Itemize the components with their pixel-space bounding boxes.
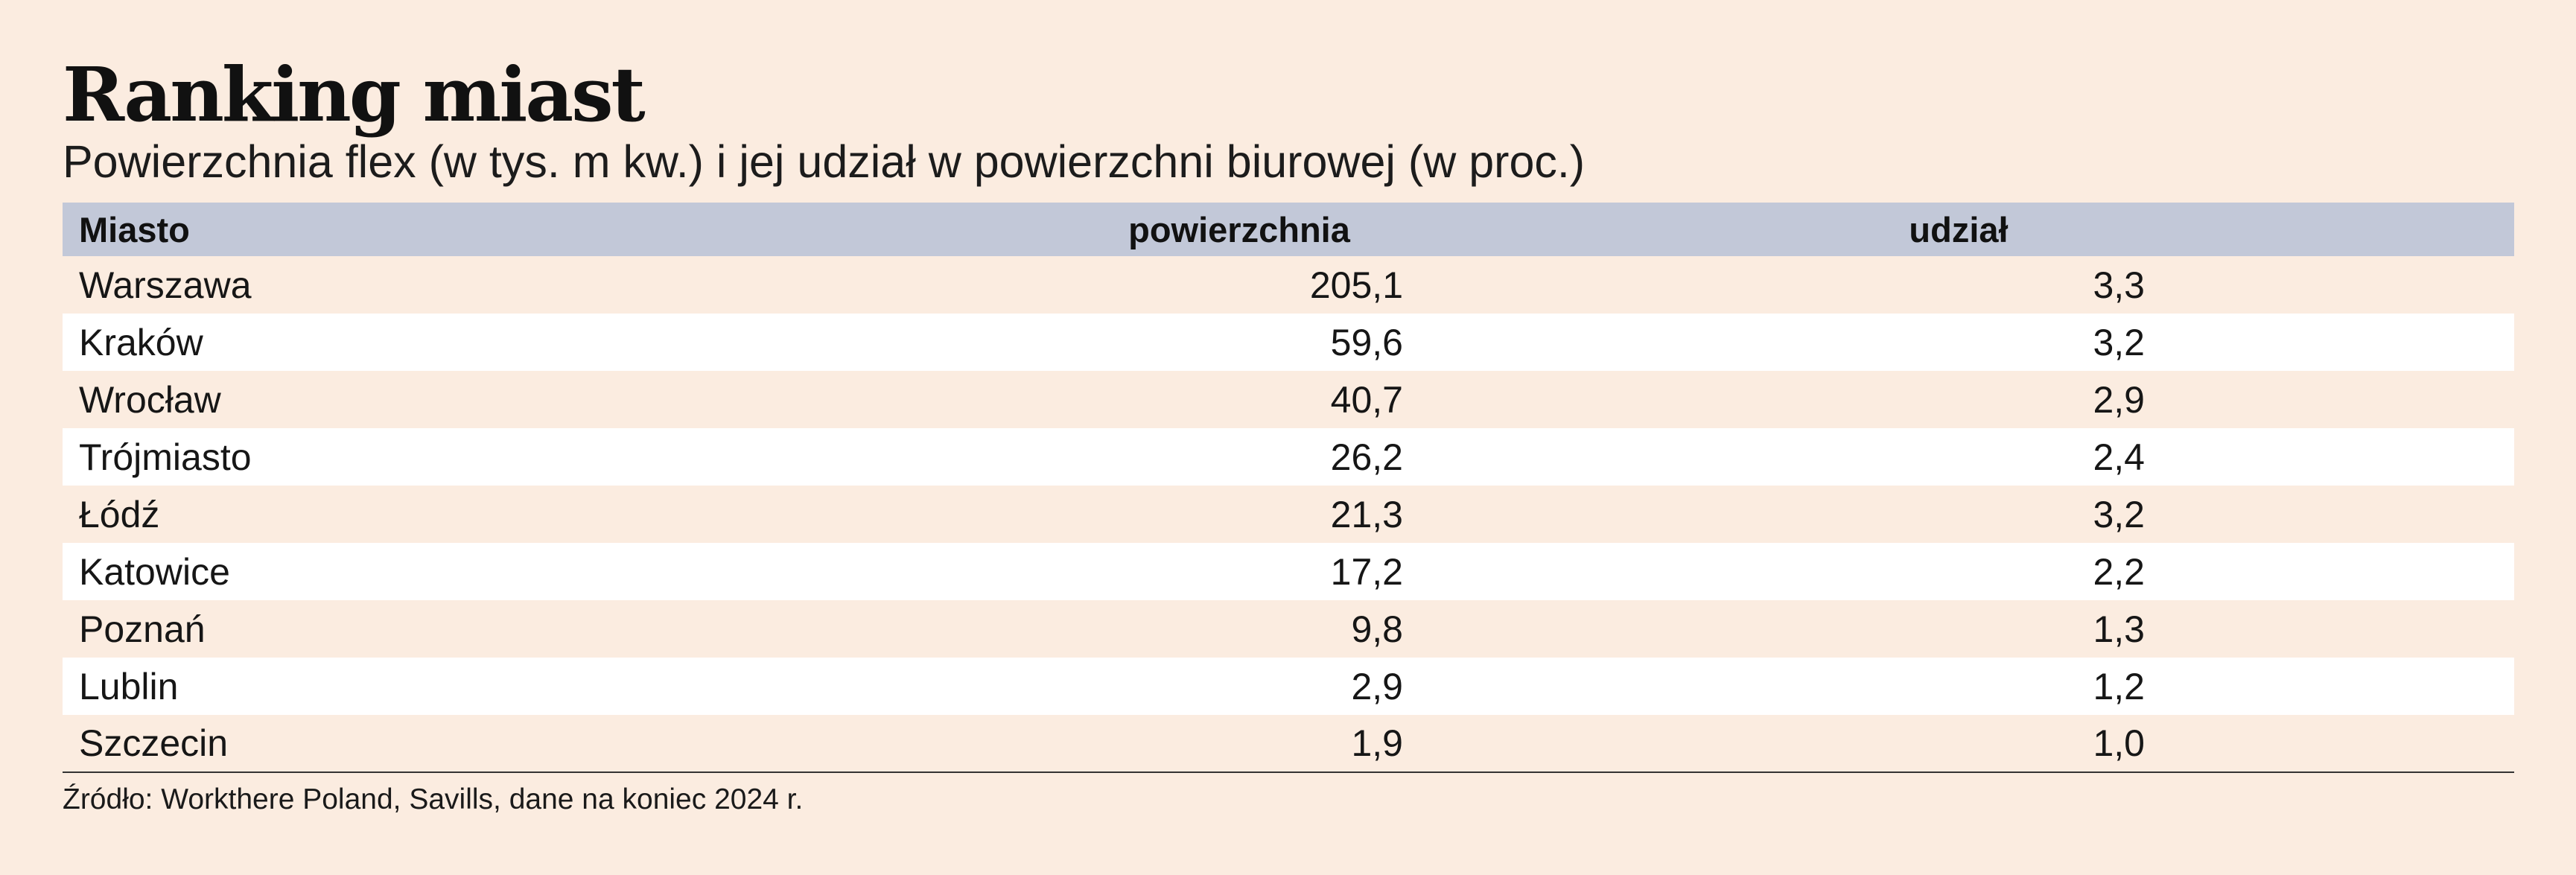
column-header-city: Miasto — [79, 209, 190, 249]
city-cell: Trójmiasto — [79, 436, 252, 478]
area-cell: 2,9 — [1351, 665, 1403, 707]
area-cell: 9,8 — [1351, 608, 1403, 650]
share-cell: 2,9 — [2093, 378, 2145, 421]
table-row: Trójmiasto 26,2 2,4 — [63, 428, 2514, 486]
city-cell: Katowice — [79, 550, 230, 593]
area-cell: 1,9 — [1075, 715, 1403, 773]
area-cell: 26,2 — [1330, 436, 1403, 478]
ranking-table: Miasto powierzchnia udział Warszawa 205,1… — [63, 203, 2514, 773]
share-cell: 3,3 — [2093, 264, 2145, 306]
city-cell: Warszawa — [79, 264, 252, 306]
city-cell: Łódź — [79, 493, 160, 535]
table-row: Szczecin 1,9 1,0 — [63, 715, 2514, 773]
table-row: Kraków 59,6 3,2 — [63, 314, 2514, 371]
area-cell: 21,3 — [1330, 493, 1403, 535]
share-cell: 1,3 — [2093, 608, 2145, 650]
area-cell: 40,7 — [1330, 378, 1403, 421]
share-cell: 3,2 — [2093, 321, 2145, 363]
share-cell: 2,2 — [2093, 550, 2145, 593]
city-cell: Wrocław — [79, 378, 221, 421]
chart-container: Ranking miast Powierzchnia flex (w tys. … — [63, 0, 2514, 875]
chart-title: Ranking miast — [63, 51, 646, 139]
table-row: Łódź 21,3 3,2 — [63, 486, 2514, 543]
table-row: Wrocław 40,7 2,9 — [63, 371, 2514, 428]
table-row: Lublin 2,9 1,2 — [63, 658, 2514, 715]
share-cell: 1,2 — [2093, 665, 2145, 707]
share-cell: 3,2 — [2093, 493, 2145, 535]
table-header-row: Miasto powierzchnia udział — [63, 203, 2514, 256]
area-cell: 17,2 — [1330, 550, 1403, 593]
city-cell: Szczecin — [63, 715, 1075, 773]
table-row: Katowice 17,2 2,2 — [63, 543, 2514, 600]
table-row: Warszawa 205,1 3,3 — [63, 256, 2514, 314]
column-header-area: powierzchnia — [1128, 209, 1350, 249]
city-cell: Lublin — [79, 665, 179, 707]
share-cell: 1,0 — [1403, 715, 2514, 773]
area-cell: 205,1 — [1309, 264, 1403, 306]
area-cell: 59,6 — [1330, 321, 1403, 363]
city-cell: Kraków — [79, 321, 203, 363]
source-note: Źródło: Workthere Poland, Savills, dane … — [63, 783, 804, 815]
chart-subtitle: Powierzchnia flex (w tys. m kw.) i jej u… — [63, 136, 1586, 187]
column-header-share: udział — [1909, 209, 2009, 249]
table-body: Warszawa 205,1 3,3 Kraków 59,6 3,2 Wrocław 40,7… — [63, 256, 2514, 773]
share-cell: 2,4 — [2093, 436, 2145, 478]
table-row: Poznań 9,8 1,3 — [63, 600, 2514, 658]
city-cell: Poznań — [79, 608, 206, 650]
